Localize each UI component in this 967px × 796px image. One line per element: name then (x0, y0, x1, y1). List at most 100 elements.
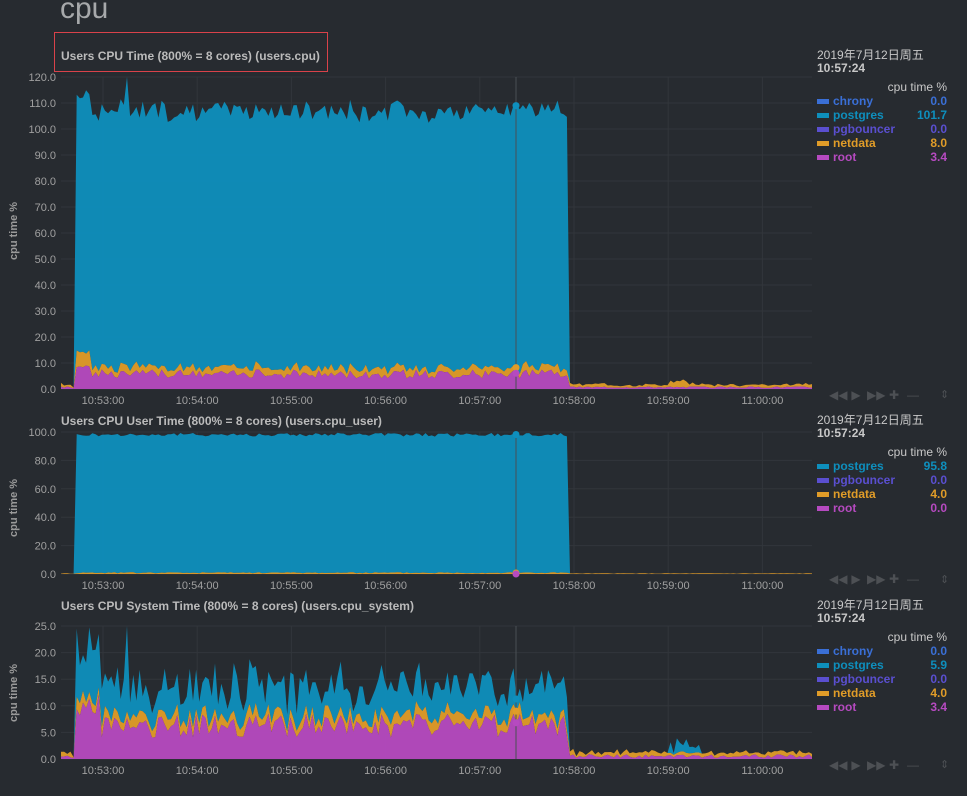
legend-dimension-name: postgres (833, 658, 884, 672)
legend-units: cpu time % (887, 445, 947, 459)
chart-plot-area[interactable]: 0.0 10.0 20.0 30.0 40.0 50.0 60.0 70.0 80.0 90.0 1… (0, 0, 967, 420)
legend-item-root[interactable]: root 0.0 (817, 501, 947, 515)
legend-time: 10:57:24 (817, 611, 866, 625)
legend-item-postgres[interactable]: postgres 95.8 (817, 459, 947, 473)
series-root-area (61, 365, 812, 389)
chart-plot-area[interactable]: 0.0 20.0 40.0 60.0 80.0 100.0 10:53:00 10:54:00… (0, 0, 967, 600)
hover-point (512, 695, 520, 703)
series-netdata-area (61, 687, 812, 758)
legend-date: 2019年7月12日周五 (817, 48, 924, 62)
pan-left-icon[interactable]: ◀◀ (829, 388, 848, 402)
legend-item-pgbouncer[interactable]: pgbouncer 0.0 (817, 122, 947, 136)
resize-handle-icon[interactable]: ⇕ (940, 759, 950, 771)
pan-right-icon[interactable]: ▶▶ (867, 388, 886, 402)
legend-item-root[interactable]: root 3.4 (817, 700, 947, 714)
legend-units: cpu time % (887, 80, 947, 94)
zoom-out-icon[interactable]: — (907, 572, 919, 586)
chart-title: Users CPU User Time (800% = 8 cores) (us… (61, 414, 382, 428)
zoom-out-icon[interactable]: — (907, 388, 919, 402)
hover-point (512, 364, 520, 372)
x-tick-label: 10:57:00 (458, 395, 501, 407)
legend-item-pgbouncer[interactable]: pgbouncer 0.0 (817, 473, 947, 487)
x-tick-label: 10:55:00 (270, 395, 313, 407)
y-tick-label: 60.0 (35, 228, 56, 240)
x-tick-label: 10:56:00 (364, 765, 407, 777)
legend-swatch (817, 704, 829, 710)
y-tick-label: 0.0 (41, 569, 56, 581)
chart-title: Users CPU System Time (800% = 8 cores) (… (61, 599, 414, 613)
play-icon[interactable]: ▶ (851, 758, 861, 772)
legend-dimension-value: 8.0 (930, 136, 947, 150)
legend-item-netdata[interactable]: netdata 8.0 (817, 136, 947, 150)
x-tick-label: 10:53:00 (82, 395, 125, 407)
x-tick-label: 10:58:00 (553, 765, 596, 777)
y-tick-label: 100.0 (28, 427, 56, 439)
chart-legend: 2019年7月12日周五 10:57:24 cpu time % chrony 0… (817, 49, 947, 164)
legend-dimension-value: 3.4 (930, 700, 947, 714)
x-tick-label: 10:59:00 (647, 580, 690, 592)
y-tick-label: 30.0 (35, 306, 56, 318)
resize-handle-icon[interactable]: ⇕ (940, 389, 950, 401)
x-tick-label: 10:53:00 (82, 580, 125, 592)
pan-right-icon[interactable]: ▶▶ (867, 758, 886, 772)
legend-swatch (817, 463, 829, 469)
legend-dimension-name: root (833, 700, 857, 714)
legend-item-postgres[interactable]: postgres 101.7 (817, 108, 947, 122)
series-netdata-area (61, 350, 812, 389)
legend-dimension-name: pgbouncer (833, 122, 895, 136)
legend-dimension-value: 0.0 (930, 672, 947, 686)
legend-dimension-name: root (833, 501, 857, 515)
legend-item-chrony[interactable]: chrony 0.0 (817, 644, 947, 658)
legend-swatch (817, 676, 829, 682)
legend-dimension-name: postgres (833, 459, 884, 473)
pan-right-icon[interactable]: ▶▶ (867, 572, 886, 586)
series-postgres-area (61, 626, 812, 758)
series-root-area (61, 694, 812, 759)
resize-handle-icon[interactable]: ⇕ (940, 574, 950, 586)
y-tick-label: 10.0 (35, 358, 56, 370)
zoom-in-icon[interactable]: ✚ (888, 572, 900, 586)
legend-dimension-value: 4.0 (930, 686, 947, 700)
x-tick-label: 10:54:00 (176, 765, 219, 777)
zoom-in-icon[interactable]: ✚ (888, 388, 900, 402)
x-tick-label: 10:57:00 (458, 765, 501, 777)
legend-swatch (817, 98, 829, 104)
legend-item-postgres[interactable]: postgres 5.9 (817, 658, 947, 672)
y-tick-label: 20.0 (35, 332, 56, 344)
y-tick-label: 70.0 (35, 202, 56, 214)
chart-legend: 2019年7月12日周五 10:57:24 cpu time % chrony 0… (817, 599, 947, 714)
series-postgres-area (61, 432, 812, 574)
legend-item-netdata[interactable]: netdata 4.0 (817, 487, 947, 501)
x-tick-label: 10:53:00 (82, 765, 125, 777)
chart-toolbar: ◀◀ ▶ ▶▶ ✚ — (829, 572, 921, 586)
play-icon[interactable]: ▶ (851, 388, 861, 402)
y-tick-label: 15.0 (35, 674, 56, 686)
y-tick-label: 40.0 (35, 280, 56, 292)
legend-swatch (817, 112, 829, 118)
hover-point (512, 707, 520, 715)
legend-dimension-name: chrony (833, 94, 874, 108)
pan-left-icon[interactable]: ◀◀ (829, 758, 848, 772)
zoom-in-icon[interactable]: ✚ (888, 758, 900, 772)
x-tick-label: 11:00:00 (741, 580, 783, 592)
zoom-out-icon[interactable]: — (907, 758, 919, 772)
x-tick-label: 10:56:00 (364, 580, 407, 592)
legend-dimension-value: 0.0 (930, 501, 947, 515)
legend-time: 10:57:24 (817, 61, 866, 75)
x-tick-label: 11:00:00 (741, 395, 783, 407)
legend-item-pgbouncer[interactable]: pgbouncer 0.0 (817, 672, 947, 686)
legend-item-root[interactable]: root 3.4 (817, 150, 947, 164)
pan-left-icon[interactable]: ◀◀ (829, 572, 848, 586)
legend-item-netdata[interactable]: netdata 4.0 (817, 686, 947, 700)
play-icon[interactable]: ▶ (851, 572, 861, 586)
series-postgres-area (61, 77, 812, 388)
y-tick-label: 90.0 (35, 150, 56, 162)
x-tick-label: 10:59:00 (647, 395, 690, 407)
legend-swatch (817, 140, 829, 146)
hover-point (512, 102, 520, 110)
hover-point (512, 719, 520, 727)
legend-dimension-value: 4.0 (930, 487, 947, 501)
legend-dimension-value: 101.7 (916, 108, 947, 122)
legend-item-chrony[interactable]: chrony 0.0 (817, 94, 947, 108)
